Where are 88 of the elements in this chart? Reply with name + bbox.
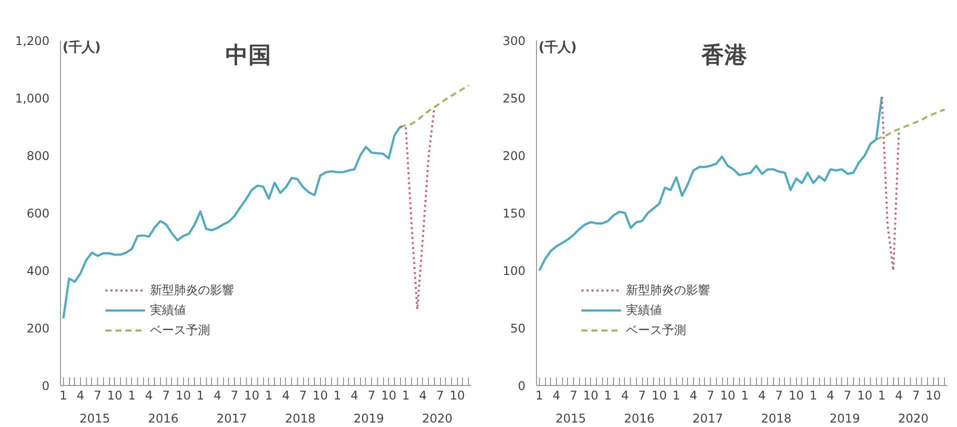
x-tick-label: 7	[638, 388, 646, 402]
y-tick-label: 150	[502, 206, 526, 220]
legend-label: 新型肺炎の影響	[150, 282, 234, 298]
chart-title: 香港	[700, 42, 748, 68]
x-tick-label: 7	[706, 388, 714, 402]
line-series	[880, 96, 900, 272]
y-tick-label: 250	[502, 92, 526, 106]
x-tick-label: 10	[583, 388, 598, 402]
x-tick-label: 7	[912, 388, 920, 402]
x-tick-label: 4	[145, 388, 153, 402]
text: 2017	[692, 412, 724, 426]
text: 2017	[216, 412, 248, 426]
text: 2016	[624, 412, 655, 426]
text: 2018	[284, 412, 316, 426]
x-tick-label: 1	[60, 388, 68, 402]
x-tick-label: 10	[244, 388, 260, 402]
x-tick-label: 4	[690, 388, 698, 402]
text: 2020	[422, 412, 453, 426]
line-series	[399, 106, 436, 310]
x-tick-label: 1	[741, 388, 749, 402]
y-tick-label: 300	[502, 34, 526, 48]
y-tick-label: 800	[26, 149, 50, 163]
text: 2015	[79, 412, 110, 426]
x-tick-label: 10	[176, 388, 191, 402]
x-tick-label: 4	[552, 388, 560, 402]
x-tick-label: 10	[450, 388, 465, 402]
chart-title: 中国	[225, 42, 272, 68]
x-tick-label: 10	[926, 388, 941, 402]
line-series	[62, 126, 402, 320]
x-tick-label: 4	[76, 388, 84, 402]
x-tick-label: 10	[107, 388, 122, 402]
x-tick-label: 4	[758, 388, 766, 402]
line-series	[875, 108, 946, 140]
x-tick-label: 10	[720, 388, 736, 402]
x-tick-label: 10	[857, 388, 872, 402]
x-tick-label: 4	[282, 388, 290, 402]
text: 2019	[353, 412, 384, 426]
text: 2018	[760, 412, 792, 426]
legend-label: 実績値	[626, 302, 662, 318]
x-tick-label: 1	[334, 388, 342, 402]
x-tick-label: 4	[214, 388, 222, 402]
x-tick-label: 1	[536, 388, 544, 402]
x-tick-label: 7	[436, 388, 444, 402]
x-tick-label: 1	[878, 388, 886, 402]
line-series	[538, 96, 883, 272]
text: 2016	[148, 412, 179, 426]
text: 2020	[898, 412, 929, 426]
y-tick-label: 200	[26, 322, 50, 336]
line-series	[399, 84, 470, 128]
y-tick-label: 200	[502, 149, 526, 163]
x-tick-label: 4	[350, 388, 358, 402]
x-tick-label: 7	[775, 388, 783, 402]
x-tick-label: 1	[672, 388, 680, 402]
x-tick-label: 7	[368, 388, 376, 402]
text: 2019	[829, 412, 860, 426]
x-tick-label: 1	[128, 388, 136, 402]
legend-label: ベース予測	[626, 322, 686, 338]
x-tick-label: 10	[652, 388, 667, 402]
text: 2015	[555, 412, 586, 426]
y-tick-label: 1,000	[15, 92, 50, 106]
y-tick-label: 0	[518, 379, 526, 393]
y-tick-label: 50	[510, 322, 526, 336]
legend-label: 新型肺炎の影響	[626, 282, 710, 298]
legend-label: ベース予測	[150, 322, 210, 338]
x-tick-label: 10	[788, 388, 804, 402]
legend-label: 実績値	[150, 302, 186, 318]
x-tick-label: 4	[826, 388, 834, 402]
x-tick-label: 10	[381, 388, 396, 402]
x-tick-label: 7	[230, 388, 238, 402]
x-tick-label: 7	[299, 388, 307, 402]
x-tick-label: 7	[844, 388, 852, 402]
x-tick-label: 1	[810, 388, 818, 402]
x-tick-label: 7	[570, 388, 578, 402]
y-tick-label: 1,200	[15, 34, 50, 48]
x-tick-label: 1	[196, 388, 204, 402]
x-tick-label: 4	[895, 388, 903, 402]
y-tick-label: 0	[42, 379, 50, 393]
x-tick-label: 7	[162, 388, 170, 402]
x-tick-label: 4	[419, 388, 427, 402]
y-tick-label: 400	[26, 264, 50, 278]
y-tick-label: 100	[502, 264, 526, 278]
x-tick-label: 10	[312, 388, 328, 402]
x-tick-label: 7	[94, 388, 102, 402]
y-tick-label: 600	[26, 206, 50, 220]
x-tick-label: 1	[402, 388, 410, 402]
x-tick-label: 1	[265, 388, 273, 402]
x-tick-label: 4	[621, 388, 629, 402]
x-tick-label: 1	[604, 388, 612, 402]
